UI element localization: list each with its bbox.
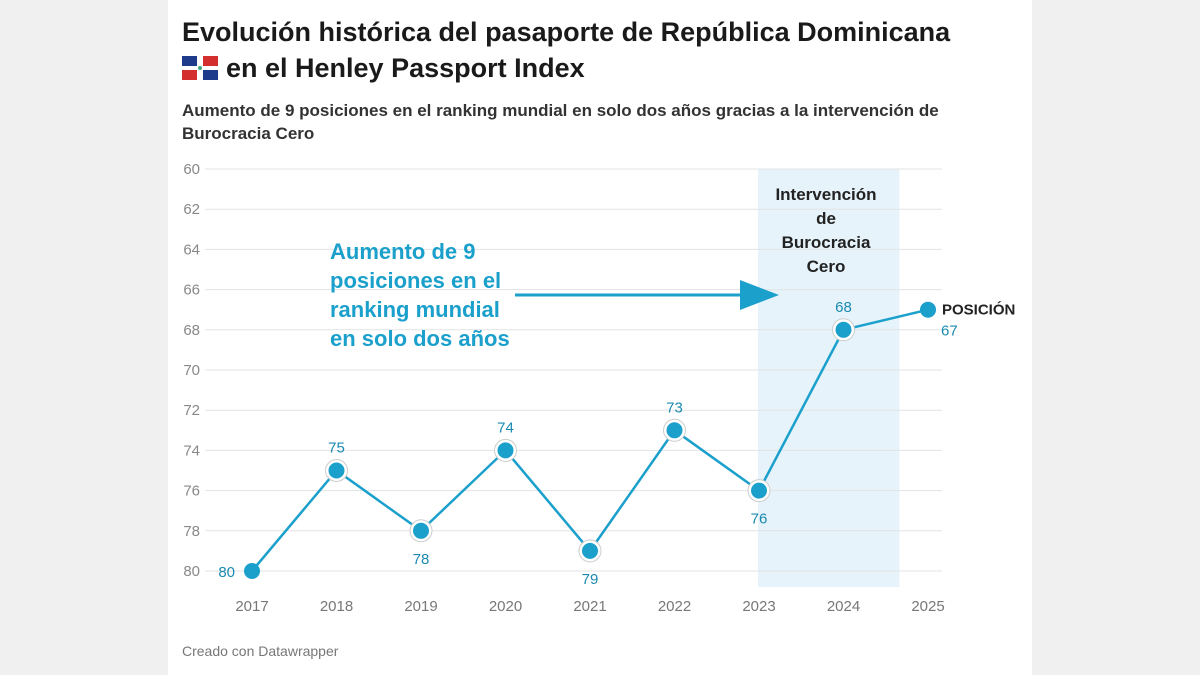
y-tick-label: 78: [183, 523, 200, 540]
data-label: 73: [666, 399, 683, 416]
y-tick-label: 62: [183, 201, 200, 218]
data-label: 75: [328, 440, 345, 457]
data-point: [413, 522, 429, 539]
x-tick-label: 2022: [658, 598, 691, 615]
y-tick-label: 64: [183, 241, 200, 258]
data-label: 68: [835, 299, 852, 316]
x-tick-label: 2017: [235, 598, 268, 615]
y-tick-label: 66: [183, 282, 200, 299]
highlight-label: Cero: [807, 257, 846, 276]
y-tick-label: 72: [183, 402, 200, 419]
annotation-text: en solo dos años: [330, 326, 510, 351]
x-tick-label: 2018: [320, 598, 353, 615]
highlight-label: Intervención: [775, 185, 876, 204]
highlight-label: Burocracia: [782, 233, 871, 252]
annotation-text: Aumento de 9: [330, 239, 475, 264]
y-tick-label: 68: [183, 322, 200, 339]
credit-footer: Creado con Datawrapper: [182, 643, 339, 659]
title-line-1: Evolución histórica del pasaporte de Rep…: [182, 17, 951, 47]
highlight-label: de: [816, 209, 836, 228]
highlight-band: [758, 169, 900, 587]
data-point: [497, 442, 514, 459]
y-tick-label: 80: [183, 563, 200, 580]
data-label: 80: [218, 564, 235, 581]
data-point: [666, 422, 683, 439]
x-tick-label: 2023: [742, 598, 775, 615]
y-tick-label: 76: [183, 483, 200, 500]
annotation-arrow-head: [740, 280, 779, 310]
annotation-text: posiciones en el: [330, 268, 501, 293]
data-point: [328, 462, 345, 479]
data-label: 78: [413, 551, 430, 568]
y-tick-label: 60: [183, 161, 200, 178]
title-line-2: en el Henley Passport Index: [226, 53, 585, 83]
chart-subtitle: Aumento de 9 posiciones en el ranking mu…: [182, 101, 939, 143]
y-tick-label: 74: [183, 442, 200, 459]
x-tick-label: 2020: [489, 598, 522, 615]
data-point: [244, 563, 260, 579]
series-label: POSICIÓN: [942, 301, 1015, 319]
dominican-flag-icon: [182, 56, 218, 80]
data-point: [582, 542, 598, 559]
data-label: 74: [497, 419, 514, 436]
x-tick-label: 2025: [911, 598, 944, 615]
data-label: 67: [941, 323, 958, 340]
data-point: [751, 482, 767, 499]
data-label: 76: [751, 511, 768, 528]
y-tick-label: 70: [183, 362, 200, 379]
x-tick-label: 2024: [827, 598, 860, 615]
annotation-text: ranking mundial: [330, 297, 500, 322]
data-point: [835, 321, 852, 338]
data-point: [920, 301, 936, 318]
x-tick-label: 2019: [404, 598, 437, 615]
data-label: 79: [582, 571, 599, 588]
chart-title: Evolución histórica del pasaporte de Rep…: [182, 14, 1022, 86]
x-tick-label: 2021: [573, 598, 606, 615]
